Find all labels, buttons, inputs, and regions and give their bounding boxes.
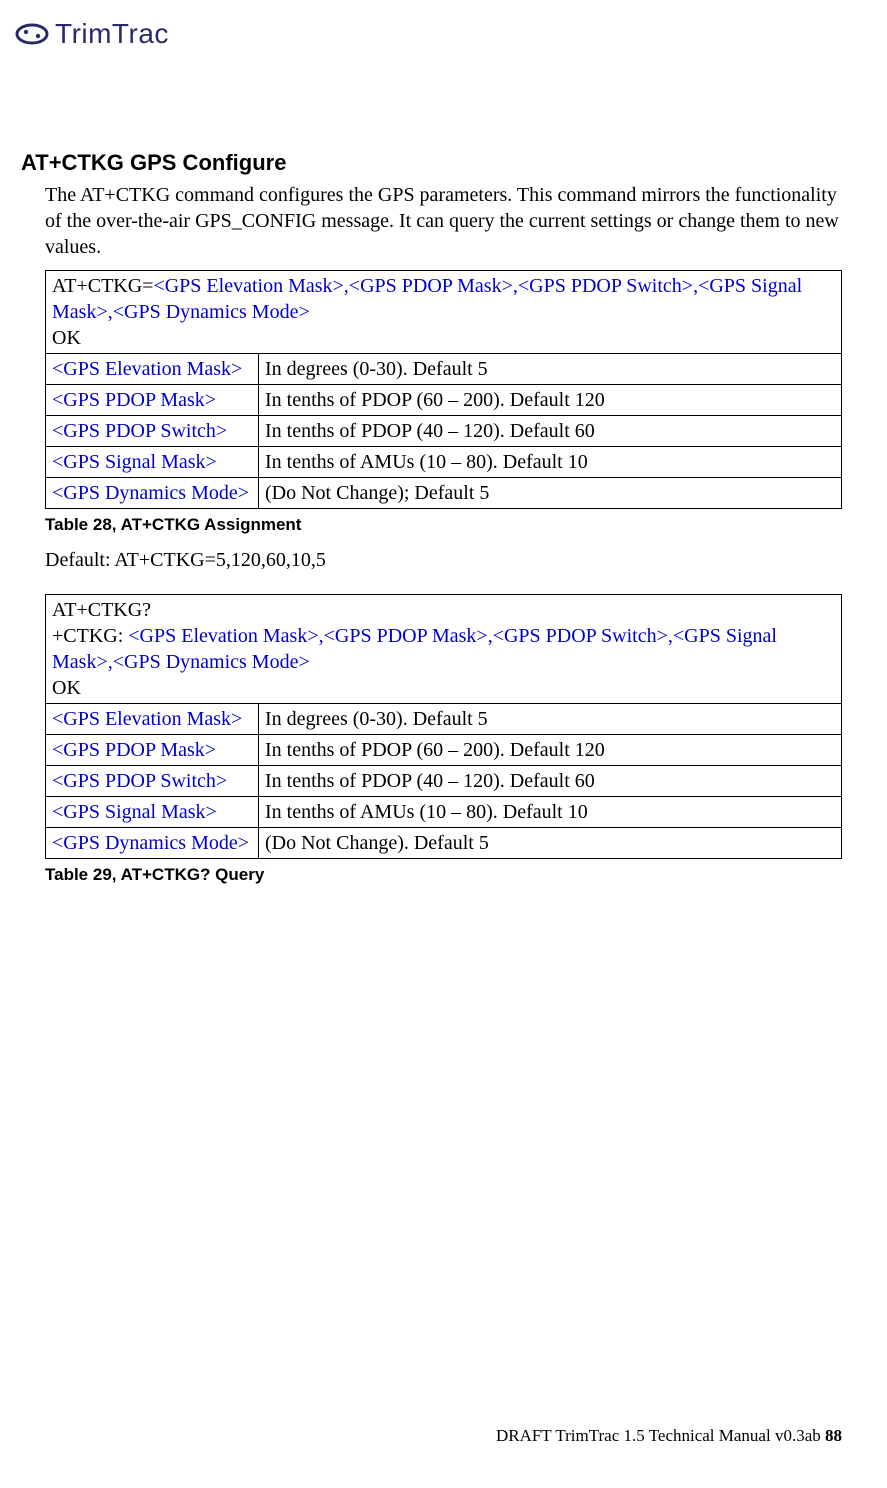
syntax-params: <GPS Elevation Mask>,<GPS PDOP Mask>,<GP… <box>52 275 802 323</box>
param-name: <GPS Signal Mask> <box>46 797 259 828</box>
param-desc: In tenths of PDOP (40 – 120). Default 60 <box>259 766 842 797</box>
section-heading: AT+CTKG GPS Configure <box>21 150 842 176</box>
table-row: <GPS PDOP Switch> In tenths of PDOP (40 … <box>46 416 842 447</box>
table-28-caption: Table 28, AT+CTKG Assignment <box>45 515 842 535</box>
table-row: <GPS Signal Mask> In tenths of AMUs (10 … <box>46 447 842 478</box>
resp-params: <GPS Elevation Mask>,<GPS PDOP Mask>,<GP… <box>52 625 777 673</box>
table-28: AT+CTKG=<GPS Elevation Mask>,<GPS PDOP M… <box>45 270 842 509</box>
table-row: <GPS PDOP Mask> In tenths of PDOP (60 – … <box>46 735 842 766</box>
brand-name: TrimTrac <box>55 18 169 50</box>
param-desc: In degrees (0-30). Default 5 <box>259 354 842 385</box>
param-name: <GPS Elevation Mask> <box>46 354 259 385</box>
param-desc: In tenths of PDOP (60 – 200). Default 12… <box>259 385 842 416</box>
table-29: AT+CTKG? +CTKG: <GPS Elevation Mask>,<GP… <box>45 594 842 859</box>
footer-text: DRAFT TrimTrac 1.5 Technical Manual v0.3… <box>496 1426 825 1445</box>
param-name: <GPS Elevation Mask> <box>46 704 259 735</box>
table-29-caption: Table 29, AT+CTKG? Query <box>45 865 842 885</box>
syntax-ok: OK <box>52 327 81 349</box>
param-name: <GPS Dynamics Mode> <box>46 828 259 859</box>
param-name: <GPS PDOP Mask> <box>46 385 259 416</box>
param-desc: In tenths of PDOP (40 – 120). Default 60 <box>259 416 842 447</box>
table-28-syntax: AT+CTKG=<GPS Elevation Mask>,<GPS PDOP M… <box>46 271 842 354</box>
resp-prefix: +CTKG: <box>52 625 128 647</box>
table-row: <GPS Dynamics Mode> (Do Not Change). Def… <box>46 828 842 859</box>
page-number: 88 <box>825 1426 842 1445</box>
table-row: <GPS PDOP Mask> In tenths of PDOP (60 – … <box>46 385 842 416</box>
param-name: <GPS PDOP Switch> <box>46 766 259 797</box>
resp-ok: OK <box>52 677 81 699</box>
param-desc: In tenths of PDOP (60 – 200). Default 12… <box>259 735 842 766</box>
brand-logo: TrimTrac <box>15 18 842 50</box>
param-name: <GPS Signal Mask> <box>46 447 259 478</box>
intro-paragraph: The AT+CTKG command configures the GPS p… <box>45 182 842 260</box>
param-desc: In degrees (0-30). Default 5 <box>259 704 842 735</box>
page-footer: DRAFT TrimTrac 1.5 Technical Manual v0.3… <box>496 1426 842 1446</box>
table-29-syntax: AT+CTKG? +CTKG: <GPS Elevation Mask>,<GP… <box>46 595 842 704</box>
param-name: <GPS Dynamics Mode> <box>46 478 259 509</box>
param-desc: (Do Not Change). Default 5 <box>259 828 842 859</box>
param-name: <GPS PDOP Switch> <box>46 416 259 447</box>
table-row: <GPS Dynamics Mode> (Do Not Change); Def… <box>46 478 842 509</box>
query-line: AT+CTKG? <box>52 599 151 621</box>
table-row: <GPS Signal Mask> In tenths of AMUs (10 … <box>46 797 842 828</box>
param-desc: In tenths of AMUs (10 – 80). Default 10 <box>259 447 842 478</box>
param-name: <GPS PDOP Mask> <box>46 735 259 766</box>
table-row: <GPS Elevation Mask> In degrees (0-30). … <box>46 704 842 735</box>
logo-icon <box>15 22 49 46</box>
table-row: <GPS PDOP Switch> In tenths of PDOP (40 … <box>46 766 842 797</box>
table-row: <GPS Elevation Mask> In degrees (0-30). … <box>46 354 842 385</box>
syntax-prefix: AT+CTKG= <box>52 275 153 297</box>
param-desc: In tenths of AMUs (10 – 80). Default 10 <box>259 797 842 828</box>
default-line: Default: AT+CTKG=5,120,60,10,5 <box>45 549 842 572</box>
param-desc: (Do Not Change); Default 5 <box>259 478 842 509</box>
